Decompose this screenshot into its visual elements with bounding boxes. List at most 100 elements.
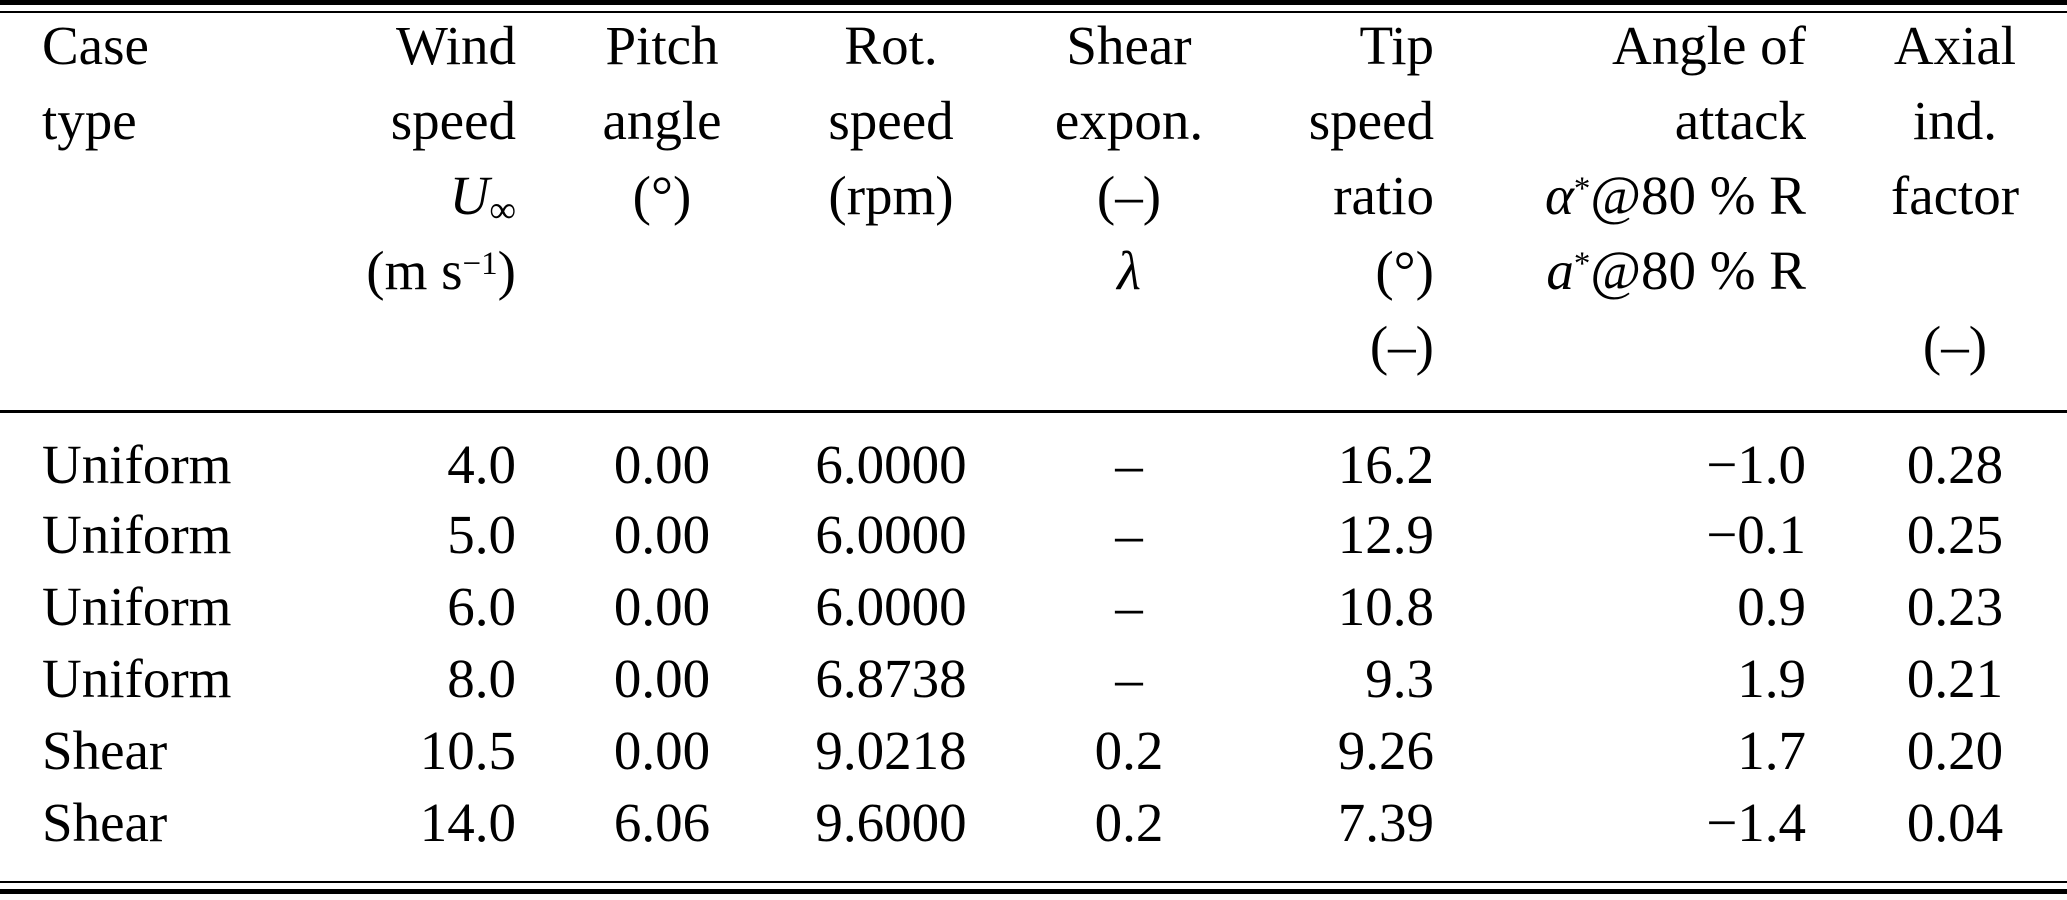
cell-wind-speed: 8.0 — [447, 648, 516, 709]
wind-speed-unit: (m s−1) — [366, 233, 516, 308]
cell-pitch-angle: 0.00 — [613, 720, 711, 781]
header-col-angle-of-attack: Angle of attack α*@80 % R a*@80 % R — [1545, 8, 1806, 308]
bottom-rule-thin — [0, 881, 2067, 883]
cell-case-type: Uniform — [42, 648, 232, 709]
cell-angle-of-attack: 0.9 — [1737, 576, 1806, 637]
cell-rot-speed: 6.0000 — [815, 504, 967, 565]
pitch-unit: (°) — [632, 165, 692, 226]
cell-axial-induction: 0.28 — [1906, 434, 2004, 495]
cell-pitch-angle: 0.00 — [613, 576, 711, 637]
cell-rot-speed: 6.0000 — [815, 434, 967, 495]
cell-rot-speed: 6.8738 — [815, 648, 967, 709]
cell-case-type: Uniform — [42, 434, 232, 495]
cell-tip-speed-ratio: 10.8 — [1337, 576, 1434, 637]
cell-shear-exponent: 0.2 — [1094, 792, 1164, 853]
header-text: Axial — [1893, 15, 2017, 76]
tip-unit-dimensionless: (–) — [1369, 315, 1434, 376]
cell-shear-exponent: 0.2 — [1094, 720, 1164, 781]
cell-tip-speed-ratio: 7.39 — [1337, 792, 1434, 853]
alpha-rest: @80 % R — [1590, 165, 1806, 226]
header-text: ind. — [1912, 90, 1998, 151]
header-text: Case — [42, 15, 149, 76]
header-col-shear-exponent: Shear expon. (–) λ — [1055, 8, 1203, 308]
rot-unit: (rpm) — [828, 165, 954, 226]
cell-angle-of-attack: 1.9 — [1737, 648, 1806, 709]
axial-unit: (–) — [1922, 315, 1988, 376]
table-row: Uniform 6.0 0.00 6.0000 – 10.8 0.9 0.23 — [0, 578, 2067, 636]
table-header: Case type Wind speed U∞ (m s−1) Pitch an… — [0, 8, 2067, 408]
table-row: Shear 14.0 6.06 9.6000 0.2 7.39 −1.4 0.0… — [0, 794, 2067, 852]
u-infinity-symbol: U — [449, 165, 490, 226]
cell-axial-induction: 0.21 — [1906, 648, 2004, 709]
header-text: speed — [390, 90, 516, 151]
bottom-rule-thick — [0, 889, 2067, 894]
cell-case-type: Shear — [42, 720, 168, 781]
cell-rot-speed: 9.0218 — [815, 720, 967, 781]
cell-wind-speed: 10.5 — [419, 720, 516, 781]
header-text: expon. — [1054, 90, 1204, 151]
unit-exponent: −1 — [462, 246, 498, 283]
lambda-glyph: λ — [1117, 240, 1141, 301]
header-col-pitch-angle: Pitch angle (°) — [602, 8, 721, 233]
shear-unit: (–) — [1096, 165, 1162, 226]
header-text: Tip — [1359, 15, 1434, 76]
cell-case-type: Shear — [42, 792, 168, 853]
header-text: Shear — [1066, 15, 1192, 76]
cell-wind-speed: 6.0 — [447, 576, 516, 637]
cell-case-type: Uniform — [42, 576, 232, 637]
header-text: speed — [1308, 90, 1434, 151]
a-at-80pct-R: a*@80 % R — [1545, 233, 1806, 308]
alpha-superscript: * — [1573, 171, 1591, 208]
cell-axial-induction: 0.04 — [1906, 792, 2004, 853]
cell-pitch-angle: 0.00 — [613, 434, 711, 495]
table-row: Shear 10.5 0.00 9.0218 0.2 9.26 1.7 0.20 — [0, 722, 2067, 780]
header-text: Pitch — [605, 15, 719, 76]
cell-pitch-angle: 6.06 — [613, 792, 711, 853]
header-text: attack — [1674, 90, 1806, 151]
cell-tip-speed-ratio: 9.3 — [1365, 648, 1434, 709]
alpha-at-80pct-R: α*@80 % R — [1545, 158, 1806, 233]
cell-pitch-angle: 0.00 — [613, 504, 711, 565]
wind-speed-symbol: U∞ — [366, 158, 516, 233]
a-rest: @80 % R — [1590, 240, 1806, 301]
cell-axial-induction: 0.20 — [1906, 720, 2004, 781]
top-rule-thin — [0, 11, 2067, 13]
cell-angle-of-attack: −0.1 — [1706, 504, 1806, 565]
header-col-tip-speed-ratio: Tip speed ratio (°) (–) — [1309, 8, 1434, 383]
header-text: factor — [1890, 165, 2020, 226]
a-superscript: * — [1573, 246, 1591, 283]
table-row: Uniform 4.0 0.00 6.0000 – 16.2 −1.0 0.28 — [0, 436, 2067, 494]
header-text: speed — [828, 90, 954, 151]
cell-axial-induction: 0.23 — [1906, 576, 2004, 637]
header-text: Wind — [396, 15, 516, 76]
header-col-wind-speed: Wind speed U∞ (m s−1) — [366, 8, 516, 308]
cell-shear-exponent: – — [1115, 434, 1143, 495]
cell-case-type: Uniform — [42, 504, 232, 565]
header-body-rule — [0, 410, 2067, 413]
cell-angle-of-attack: −1.4 — [1706, 792, 1806, 853]
alpha-symbol: α — [1544, 165, 1574, 226]
header-col-case-type: Case type — [42, 8, 149, 158]
table-row: Uniform 5.0 0.00 6.0000 – 12.9 −0.1 0.25 — [0, 506, 2067, 564]
cell-rot-speed: 9.6000 — [815, 792, 967, 853]
header-text: angle — [602, 90, 722, 151]
cell-angle-of-attack: −1.0 — [1706, 434, 1806, 495]
header-col-rot-speed: Rot. speed (rpm) — [828, 8, 953, 233]
table-row: Uniform 8.0 0.00 6.8738 – 9.3 1.9 0.21 — [0, 650, 2067, 708]
header-text: ratio — [1333, 165, 1434, 226]
unit-open: (m s — [366, 240, 463, 301]
top-rule-thick — [0, 0, 2067, 5]
header-text: Rot. — [844, 15, 938, 76]
cell-tip-speed-ratio: 12.9 — [1337, 504, 1434, 565]
cell-rot-speed: 6.0000 — [815, 576, 967, 637]
cell-angle-of-attack: 1.7 — [1737, 720, 1806, 781]
unit-close: ) — [497, 240, 516, 301]
cell-wind-speed: 5.0 — [447, 504, 516, 565]
cell-shear-exponent: – — [1115, 576, 1143, 637]
a-symbol: a — [1546, 240, 1574, 301]
cell-axial-induction: 0.25 — [1906, 504, 2004, 565]
lambda-symbol: λ — [1055, 233, 1203, 308]
header-spacer — [1891, 233, 2019, 308]
header-text: type — [42, 90, 137, 151]
